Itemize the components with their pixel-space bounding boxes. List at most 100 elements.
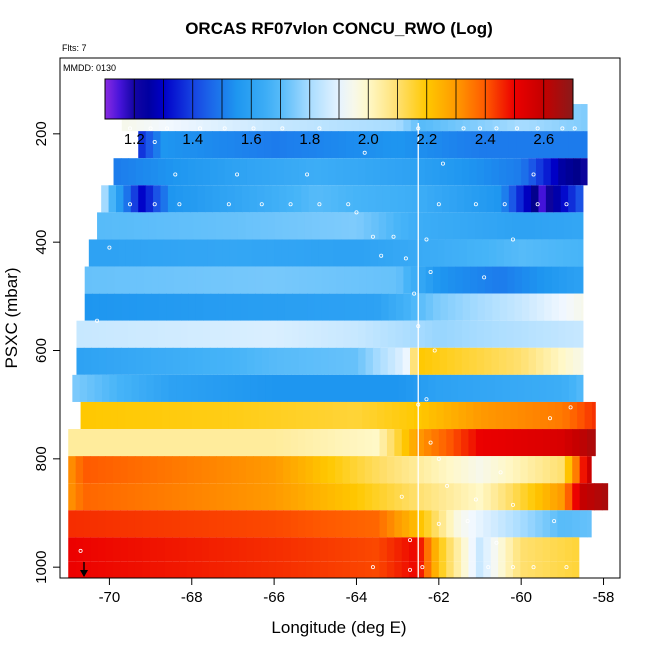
heatmap-cell <box>377 239 386 267</box>
heatmap-cell <box>418 293 427 321</box>
y-tick-label: 400 <box>33 230 50 255</box>
heatmap-cell <box>427 185 436 213</box>
heatmap-cell <box>179 483 188 511</box>
heatmap-cell <box>172 510 180 538</box>
heatmap-cell <box>511 239 520 267</box>
sample-point <box>428 440 433 445</box>
heatmap-cell <box>176 401 185 430</box>
heatmap-cell <box>483 429 492 457</box>
sample-point <box>354 210 359 215</box>
heatmap-cell <box>255 293 264 321</box>
heatmap-cell <box>553 185 562 213</box>
heatmap-cell <box>501 185 510 213</box>
heatmap-cell <box>225 293 234 321</box>
heatmap-cell <box>325 401 334 430</box>
heatmap-cell <box>543 320 552 348</box>
heatmap-cell <box>120 429 129 457</box>
heatmap-cell <box>535 483 544 511</box>
heatmap-cell <box>234 131 243 159</box>
heatmap-cell <box>148 239 157 267</box>
heatmap-cell <box>84 266 93 294</box>
heatmap-cell <box>96 239 105 267</box>
heatmap-cell <box>242 131 250 159</box>
heatmap-cell <box>230 212 239 240</box>
heatmap-cell <box>166 293 175 321</box>
heatmap-cell <box>238 429 247 457</box>
heatmap-cell <box>446 456 455 484</box>
heatmap-cell <box>279 374 288 402</box>
heatmap-cell <box>120 456 129 484</box>
heatmap-cell <box>353 185 362 213</box>
heatmap-cell <box>92 266 101 294</box>
sample-point <box>407 567 412 572</box>
heatmap-cell <box>386 561 395 578</box>
heatmap-cell <box>186 212 194 240</box>
heatmap-cell <box>462 293 471 321</box>
heatmap-cell <box>535 510 544 538</box>
heatmap-cell <box>268 537 277 562</box>
heatmap-cell <box>483 537 492 562</box>
heatmap-cell <box>438 429 447 457</box>
heatmap-cell <box>75 561 84 578</box>
heatmap-cell <box>223 212 231 240</box>
heatmap-cell <box>306 320 315 348</box>
heatmap-cell <box>192 239 201 267</box>
heatmap-cell <box>214 401 222 430</box>
heatmap-cell <box>520 483 529 511</box>
heatmap-cell <box>489 239 497 267</box>
heatmap-cell <box>486 185 495 213</box>
heatmap-cell <box>164 510 173 538</box>
heatmap-cell <box>209 561 217 578</box>
sample-point <box>428 269 433 274</box>
heatmap-cell <box>408 212 417 240</box>
sample-points <box>78 126 577 572</box>
heatmap-cell <box>210 266 219 294</box>
heatmap-cell <box>200 239 208 267</box>
heatmap-cell <box>547 401 556 430</box>
heatmap-cell <box>410 293 419 321</box>
heatmap-cell <box>409 510 418 538</box>
heatmap-cell <box>298 320 307 348</box>
heatmap-cell <box>186 537 195 562</box>
heatmap-cell <box>430 212 439 240</box>
heatmap-cell <box>476 320 485 348</box>
heatmap-cell <box>83 537 91 562</box>
heatmap-cell <box>572 429 581 457</box>
heatmap-cell <box>104 212 113 240</box>
heatmap-cell <box>401 429 410 457</box>
heatmap-cell <box>209 429 217 457</box>
heatmap-cell <box>508 131 517 159</box>
heatmap-cell <box>527 537 536 562</box>
heatmap-cell <box>298 483 306 511</box>
heatmap-cell <box>461 429 469 457</box>
heatmap-cell <box>240 266 249 294</box>
heatmap-cell <box>132 401 141 430</box>
heatmap-cell <box>121 266 130 294</box>
heatmap-cell <box>513 320 522 348</box>
heatmap-cell <box>447 293 456 321</box>
heatmap-cell <box>506 320 515 348</box>
heatmap-cell <box>283 429 292 457</box>
heatmap-cell <box>554 401 563 430</box>
heatmap-cell <box>275 429 284 457</box>
heatmap-cell <box>468 537 477 562</box>
heatmap-cell <box>169 401 178 430</box>
heatmap-cell <box>227 185 236 213</box>
heatmap-cell <box>494 374 503 402</box>
heatmap-cell <box>313 347 322 375</box>
heatmap-cell <box>286 131 295 159</box>
heatmap-cell <box>320 429 329 457</box>
heatmap-cell <box>134 561 143 578</box>
heatmap-cell <box>461 347 470 375</box>
heatmap-cell <box>439 320 448 348</box>
heatmap-cell <box>446 429 455 457</box>
heatmap-cell <box>190 131 199 159</box>
heatmap-cell <box>424 537 432 562</box>
sample-point <box>78 548 83 553</box>
heatmap-cell <box>434 185 443 213</box>
heatmap-cell <box>424 561 432 578</box>
sample-point <box>173 172 178 177</box>
heatmap-cell <box>573 293 582 321</box>
heatmap-cell <box>477 293 486 321</box>
x-tick-label: -64 <box>346 589 368 606</box>
